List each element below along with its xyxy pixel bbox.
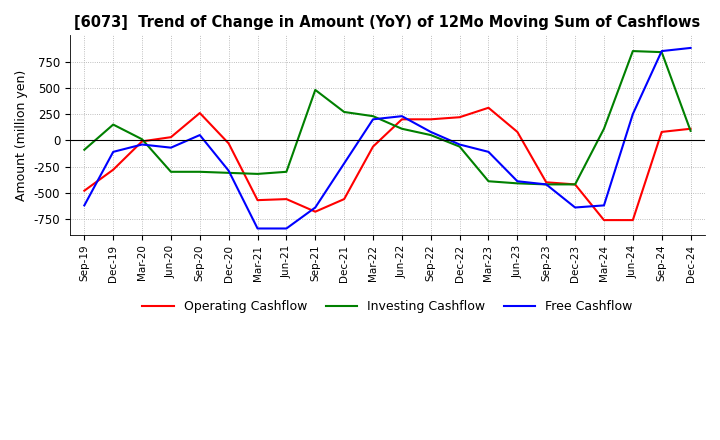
Investing Cashflow xyxy=(225,170,233,176)
Operating Cashflow xyxy=(369,144,377,149)
Free Cashflow xyxy=(196,132,204,138)
Investing Cashflow xyxy=(657,49,666,55)
Free Cashflow xyxy=(80,203,89,208)
Investing Cashflow xyxy=(80,147,89,152)
Free Cashflow xyxy=(657,48,666,54)
Investing Cashflow xyxy=(600,126,608,132)
Free Cashflow xyxy=(686,45,695,51)
Investing Cashflow xyxy=(166,169,175,174)
Operating Cashflow xyxy=(571,182,580,187)
Free Cashflow xyxy=(426,129,435,135)
Y-axis label: Amount (million yen): Amount (million yen) xyxy=(15,70,28,201)
Operating Cashflow xyxy=(138,139,146,144)
Investing Cashflow xyxy=(196,169,204,174)
Free Cashflow xyxy=(138,142,146,147)
Operating Cashflow xyxy=(166,135,175,140)
Free Cashflow xyxy=(629,111,637,117)
Operating Cashflow xyxy=(397,117,406,122)
Operating Cashflow xyxy=(600,217,608,223)
Line: Investing Cashflow: Investing Cashflow xyxy=(84,51,690,184)
Free Cashflow xyxy=(571,205,580,210)
Free Cashflow xyxy=(369,117,377,122)
Line: Operating Cashflow: Operating Cashflow xyxy=(84,108,690,220)
Investing Cashflow xyxy=(109,122,117,127)
Investing Cashflow xyxy=(311,87,320,92)
Free Cashflow xyxy=(311,205,320,210)
Operating Cashflow xyxy=(282,196,291,202)
Investing Cashflow xyxy=(369,114,377,119)
Operating Cashflow xyxy=(196,110,204,116)
Investing Cashflow xyxy=(571,182,580,187)
Free Cashflow xyxy=(600,203,608,208)
Investing Cashflow xyxy=(513,181,522,186)
Investing Cashflow xyxy=(629,48,637,54)
Operating Cashflow xyxy=(455,114,464,120)
Investing Cashflow xyxy=(282,169,291,174)
Operating Cashflow xyxy=(513,129,522,135)
Investing Cashflow xyxy=(686,128,695,133)
Investing Cashflow xyxy=(253,171,262,176)
Title: [6073]  Trend of Change in Amount (YoY) of 12Mo Moving Sum of Cashflows: [6073] Trend of Change in Amount (YoY) o… xyxy=(74,15,701,30)
Line: Free Cashflow: Free Cashflow xyxy=(84,48,690,228)
Free Cashflow xyxy=(513,179,522,184)
Investing Cashflow xyxy=(397,126,406,132)
Operating Cashflow xyxy=(80,188,89,193)
Investing Cashflow xyxy=(340,109,348,114)
Operating Cashflow xyxy=(657,129,666,135)
Operating Cashflow xyxy=(542,180,551,185)
Operating Cashflow xyxy=(253,198,262,203)
Legend: Operating Cashflow, Investing Cashflow, Free Cashflow: Operating Cashflow, Investing Cashflow, … xyxy=(138,295,637,318)
Free Cashflow xyxy=(455,142,464,147)
Operating Cashflow xyxy=(109,167,117,172)
Investing Cashflow xyxy=(542,182,551,187)
Operating Cashflow xyxy=(426,117,435,122)
Free Cashflow xyxy=(166,145,175,150)
Operating Cashflow xyxy=(484,105,492,110)
Investing Cashflow xyxy=(455,144,464,149)
Free Cashflow xyxy=(484,149,492,154)
Free Cashflow xyxy=(109,149,117,154)
Operating Cashflow xyxy=(225,141,233,146)
Operating Cashflow xyxy=(340,196,348,202)
Free Cashflow xyxy=(253,226,262,231)
Free Cashflow xyxy=(282,226,291,231)
Free Cashflow xyxy=(340,161,348,166)
Operating Cashflow xyxy=(629,217,637,223)
Investing Cashflow xyxy=(426,132,435,138)
Operating Cashflow xyxy=(311,209,320,214)
Investing Cashflow xyxy=(484,179,492,184)
Free Cashflow xyxy=(542,182,551,187)
Operating Cashflow xyxy=(686,126,695,132)
Investing Cashflow xyxy=(138,137,146,142)
Free Cashflow xyxy=(225,168,233,173)
Free Cashflow xyxy=(397,114,406,119)
